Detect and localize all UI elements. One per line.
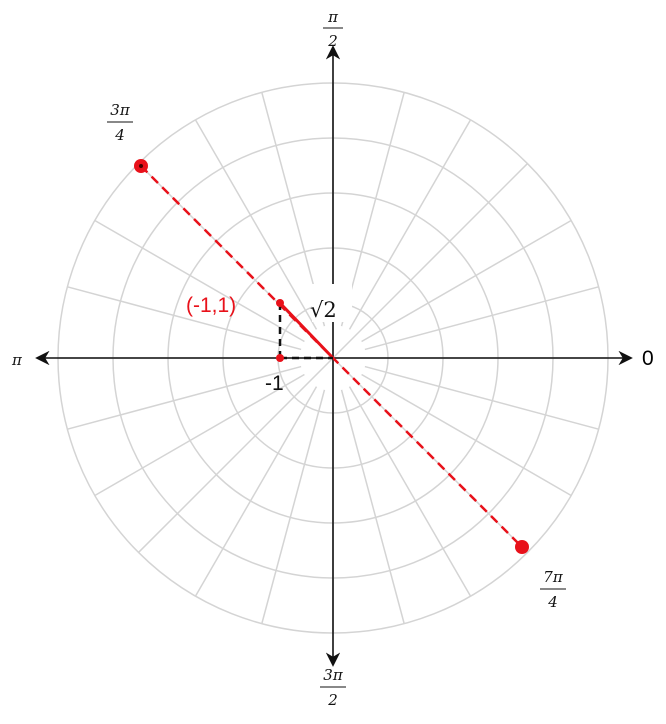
grid-ray (138, 357, 334, 553)
label-right: 0 (642, 347, 654, 370)
grid-ray (67, 286, 302, 351)
grid-ray (194, 119, 318, 330)
label-top: π 2 (323, 8, 343, 50)
denominator: 4 (547, 593, 558, 611)
point (276, 299, 284, 307)
radius-segment (278, 301, 335, 360)
grid-ray (348, 119, 472, 330)
point (276, 354, 284, 362)
numerator: 7π (543, 568, 564, 586)
endpoint-center (139, 164, 143, 168)
label-left: π (11, 351, 23, 369)
grid-ray (261, 389, 326, 624)
grid-ray (364, 286, 599, 351)
denominator: 2 (327, 691, 338, 709)
grid-ray (94, 373, 305, 497)
numerator: 3π (110, 101, 131, 119)
label-lower-right: 7π 4 (540, 568, 566, 611)
grid-ray (364, 365, 599, 430)
numerator: 3π (323, 666, 344, 684)
grid-ray (332, 163, 528, 359)
point-label: (-1,1) (186, 294, 236, 317)
grid-ray (94, 219, 305, 343)
numerator: π (327, 8, 339, 26)
grid-ray (340, 389, 405, 624)
denominator: 2 (327, 32, 338, 50)
grid-ray (361, 373, 572, 497)
label-upper-left: 3π 4 (107, 101, 133, 144)
x-label: -1 (265, 372, 284, 395)
radius-label: √2 (310, 298, 337, 322)
label-bg (312, 284, 352, 322)
grid-ray (361, 219, 572, 343)
denominator: 4 (114, 126, 125, 144)
grid-ray (67, 365, 302, 430)
grid-ray (194, 386, 318, 597)
grid-ray (348, 386, 472, 597)
endpoint (515, 540, 529, 554)
label-bottom: 3π 2 (320, 666, 346, 709)
